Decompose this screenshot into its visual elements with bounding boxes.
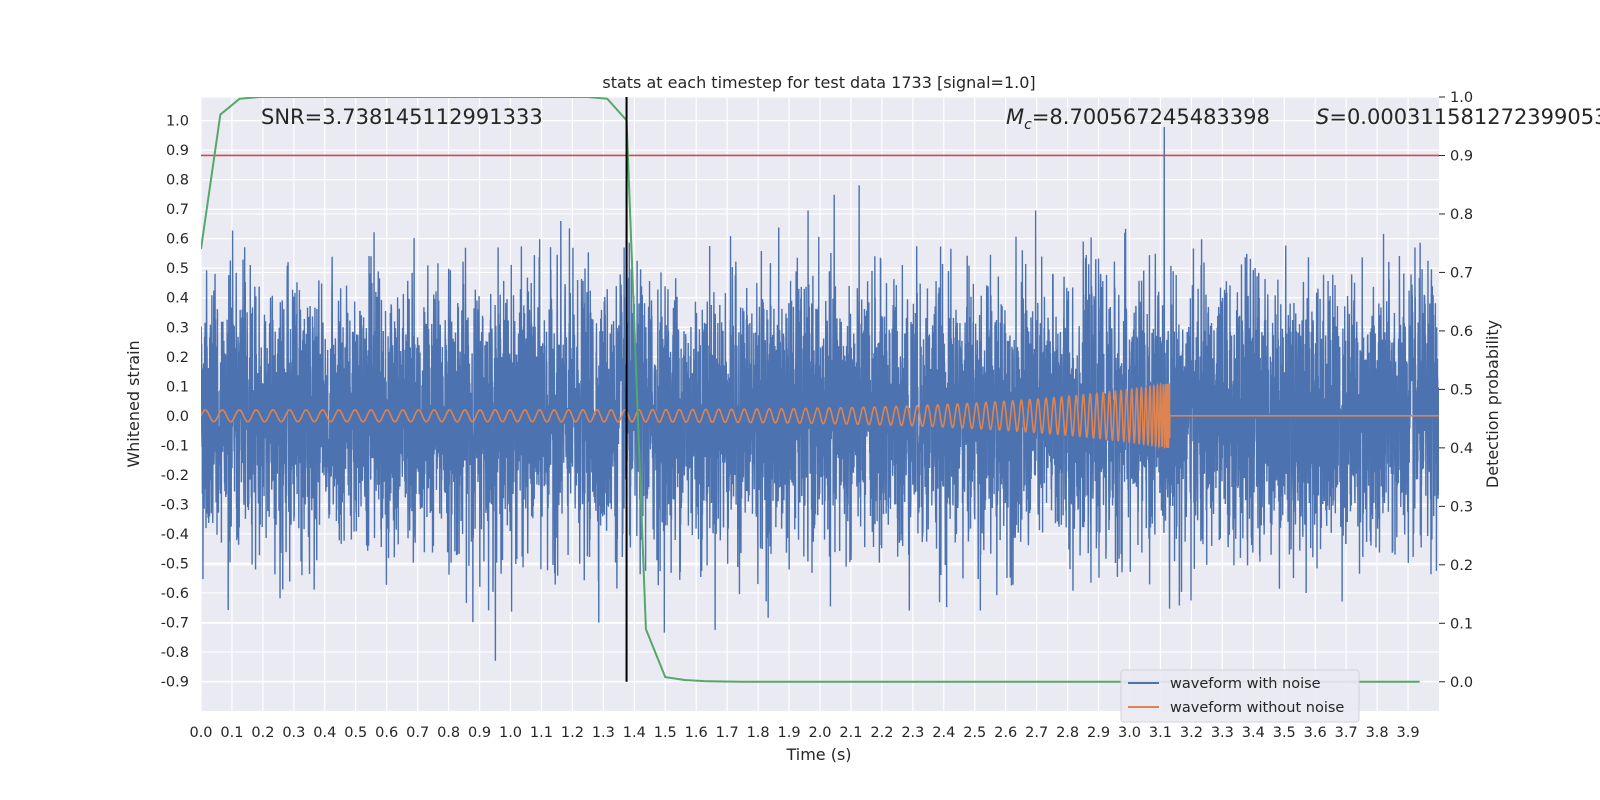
y-tick-label: 0.1 — [166, 379, 189, 395]
y-tick-label: -0.6 — [161, 586, 189, 602]
y-tick-label: -0.9 — [161, 674, 189, 690]
y-tick-label: -0.4 — [161, 527, 189, 543]
y-tick-label: -0.1 — [161, 438, 189, 454]
y-right-tick-label: 0.3 — [1450, 499, 1473, 515]
y-axis-label: Whitened strain — [124, 340, 143, 467]
y-right-tick-label: 0.0 — [1450, 675, 1473, 691]
x-tick-label: 1.0 — [499, 725, 522, 741]
x-tick-label: 2.5 — [963, 725, 986, 741]
x-tick-label: 0.9 — [468, 725, 491, 741]
y-axis-ticks: 1.0 0.9 0.8 0.7 0.6 0.5 0.4 0.3 0.2 0.1 0.0 -0.1 -0.… — [161, 114, 189, 691]
x-tick-label: 3.7 — [1335, 725, 1358, 741]
x-tick-label: 0.7 — [406, 725, 429, 741]
spin-symbol: S — [1316, 105, 1329, 129]
x-tick-label: 2.2 — [870, 725, 893, 741]
x-tick-label: 3.3 — [1211, 725, 1234, 741]
x-tick-label: 1.1 — [530, 725, 553, 741]
y-tick-label: 0.7 — [166, 202, 189, 218]
x-tick-label: 0.0 — [189, 725, 212, 741]
x-tick-label: 3.4 — [1242, 725, 1265, 741]
x-tick-label: 0.2 — [251, 725, 274, 741]
series-detection-probability — [201, 97, 1420, 683]
x-tick-label: 2.9 — [1087, 725, 1110, 741]
y-right-tick-label: 1.0 — [1450, 90, 1473, 106]
snr-annotation: SNR=3.738145112991333 — [261, 105, 543, 129]
x-tick-label: 0.5 — [344, 725, 367, 741]
chirp-mass-symbol: M — [1006, 105, 1024, 129]
x-tick-label: 0.1 — [220, 725, 243, 741]
y-tick-label: 0.8 — [166, 173, 189, 189]
x-tick-label: 1.2 — [561, 725, 584, 741]
legend-label-noise: waveform with noise — [1170, 676, 1321, 692]
x-tick-label: 1.6 — [685, 725, 708, 741]
y-tick-label: 0.3 — [166, 320, 189, 336]
x-tick-label: 0.4 — [313, 725, 336, 741]
x-tick-label: 2.4 — [932, 725, 955, 741]
y-tick-label: 0.4 — [166, 291, 189, 307]
x-tick-label: 1.7 — [716, 725, 739, 741]
y-axis-right-ticks: 1.0 0.9 0.8 0.7 0.6 0.5 0.4 0.3 0.2 0.1 0.0 — [1439, 90, 1473, 691]
x-tick-label: 2.6 — [994, 725, 1017, 741]
x-tick-label: 2.1 — [839, 725, 862, 741]
y-right-tick-label: 0.4 — [1450, 441, 1473, 457]
x-tick-label: 3.6 — [1304, 725, 1327, 741]
x-tick-label: 3.2 — [1180, 725, 1203, 741]
legend: waveform with noise waveform without noi… — [1120, 669, 1360, 723]
y-tick-label: 0.5 — [166, 261, 189, 277]
x-tick-label: 2.0 — [808, 725, 831, 741]
y-right-tick-label: 0.6 — [1450, 324, 1473, 340]
x-tick-label: 0.8 — [437, 725, 460, 741]
y-tick-label: -0.8 — [161, 645, 189, 661]
x-tick-label: 1.9 — [778, 725, 801, 741]
y-right-tick-label: 0.1 — [1450, 616, 1473, 632]
y-tick-label: 0.0 — [166, 409, 189, 425]
chart-title: stats at each timestep for test data 173… — [602, 73, 1035, 92]
y-tick-label: 0.6 — [166, 232, 189, 248]
x-tick-label: 2.3 — [901, 725, 924, 741]
x-tick-label: 3.5 — [1273, 725, 1296, 741]
x-tick-label: 1.5 — [654, 725, 677, 741]
y-tick-label: -0.7 — [161, 615, 189, 631]
series-waveform-with-noise — [201, 126, 1439, 661]
x-tick-label: 3.0 — [1118, 725, 1141, 741]
y-tick-label: -0.3 — [161, 497, 189, 513]
x-tick-label: 1.3 — [592, 725, 615, 741]
x-tick-label: 0.3 — [282, 725, 305, 741]
x-tick-label: 3.9 — [1397, 725, 1420, 741]
y-tick-label: 0.9 — [166, 143, 189, 159]
y-right-tick-label: 0.9 — [1450, 148, 1473, 164]
x-tick-label: 1.8 — [747, 725, 770, 741]
x-tick-label: 3.1 — [1149, 725, 1172, 741]
x-axis-ticks: 0.0 0.1 0.2 0.3 0.4 0.5 0.6 0.7 0.8 0.9 1.0 1.1 1.2 1… — [189, 725, 1419, 741]
spin-value: =0.0003115812723990531 — [1329, 105, 1600, 129]
y-tick-label: -0.2 — [161, 468, 189, 484]
legend-label-clean: waveform without noise — [1170, 700, 1344, 716]
x-tick-label: 1.4 — [623, 725, 646, 741]
chirp-mass-subscript: c — [1024, 117, 1032, 133]
y-right-tick-label: 0.2 — [1450, 558, 1473, 574]
y-right-tick-label: 0.5 — [1450, 382, 1473, 398]
spin-annotation: S=0.0003115812723990531 — [1316, 105, 1600, 129]
y-tick-label: 0.2 — [166, 350, 189, 366]
y-right-tick-label: 0.7 — [1450, 265, 1473, 281]
chirp-mass-annotation: Mc=8.700567245483398 — [1006, 105, 1270, 133]
x-tick-label: 3.8 — [1366, 725, 1389, 741]
series-waveform-without-noise — [201, 381, 1439, 450]
x-tick-label: 2.8 — [1056, 725, 1079, 741]
y-axis-right-label: Detection probability — [1483, 320, 1502, 488]
x-tick-label: 2.7 — [1025, 725, 1048, 741]
y-tick-label: -0.5 — [161, 556, 189, 572]
x-tick-label: 0.6 — [375, 725, 398, 741]
chirp-mass-value: =8.700567245483398 — [1032, 105, 1270, 129]
y-right-tick-label: 0.8 — [1450, 207, 1473, 223]
x-axis-label: Time (s) — [785, 745, 851, 764]
y-tick-label: 1.0 — [166, 114, 189, 130]
